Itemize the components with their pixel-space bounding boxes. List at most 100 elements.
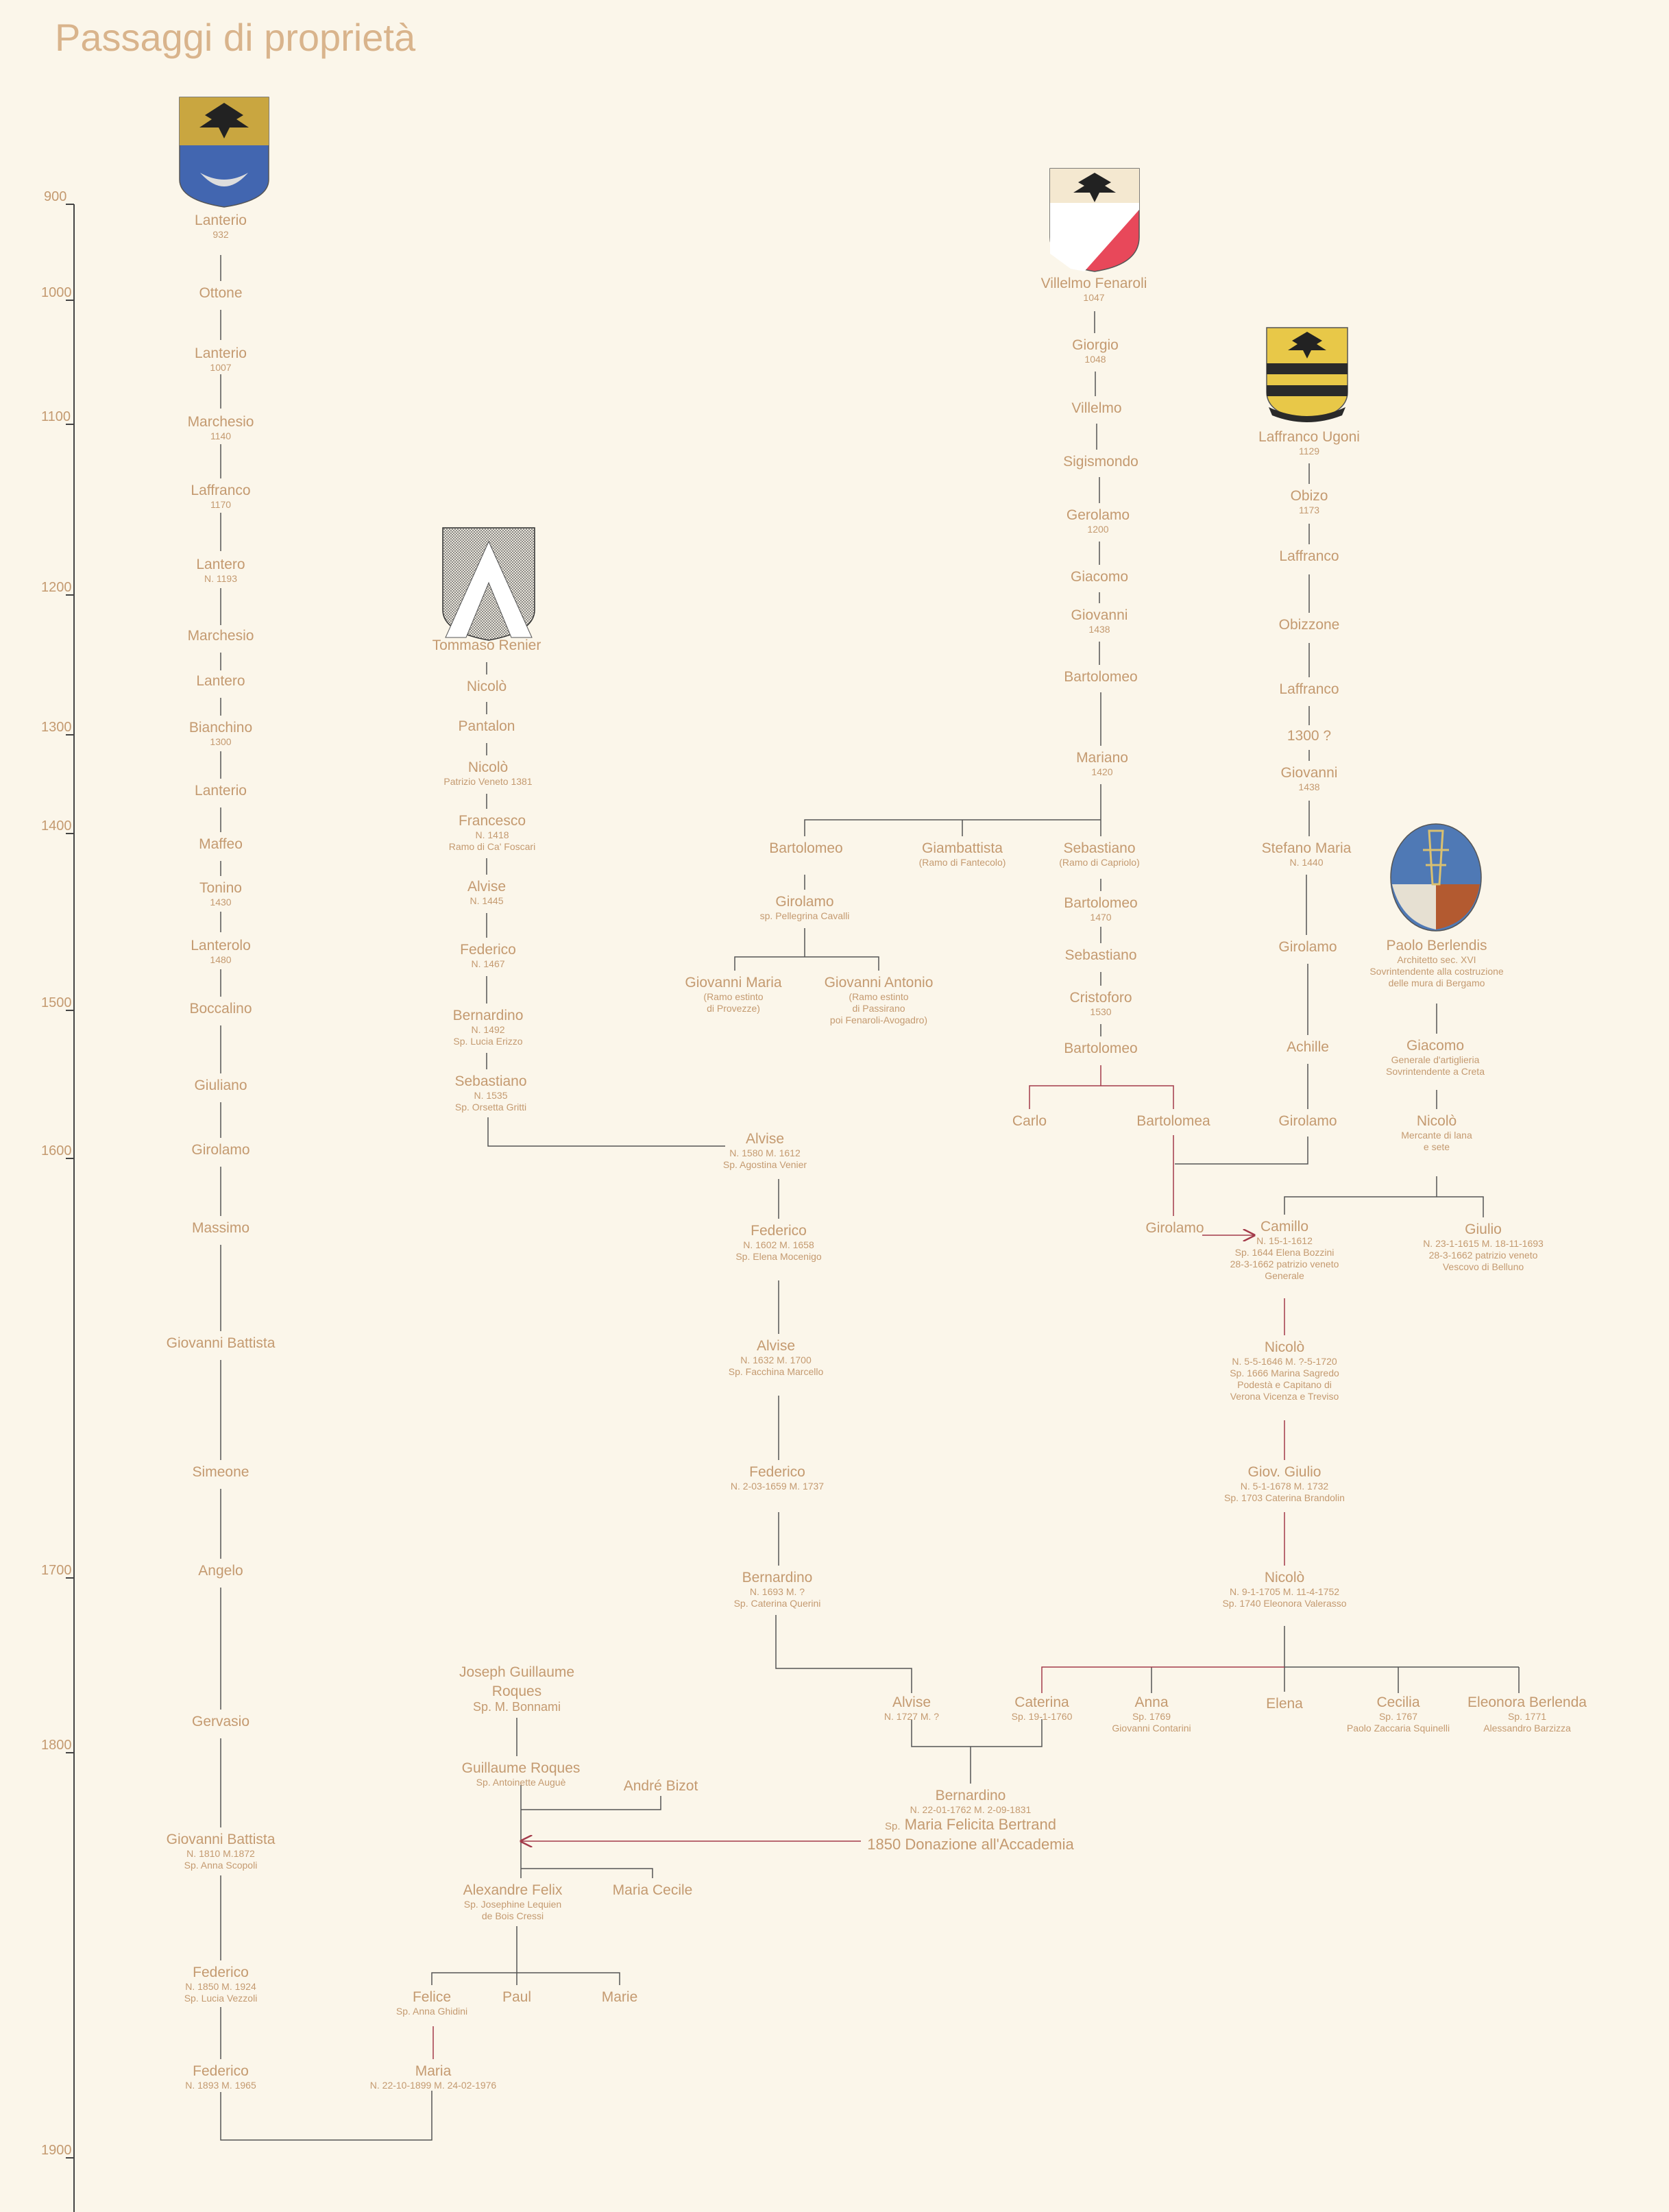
person-detail: Ramo di Ca' Foscari (448, 841, 536, 852)
person-name: Girolamo (191, 1142, 250, 1158)
timeline-year-900: 900 (44, 189, 67, 204)
crest-renier (442, 527, 535, 641)
person-name: Federico (193, 2063, 249, 2079)
person-boccalino: Boccalino (189, 1001, 252, 1017)
person-tommaso: Tommaso Renier (433, 637, 541, 654)
person-bartolomeo_f3: Bartolomeo 1470 (1064, 895, 1137, 923)
person-detail: Sp. Lucia Erizzo (453, 1036, 523, 1047)
person-paolo_b: Paolo Berlendis Architetto sec. XVI Sovrin… (1369, 938, 1503, 989)
person-name: Giacomo (1406, 1038, 1465, 1054)
person-name: Lantero (196, 673, 245, 689)
person-marie: Marie (602, 1989, 638, 2006)
person-detail: Sp. 1769 (1132, 1711, 1171, 1722)
person-name: Elena (1266, 1696, 1303, 1712)
person-name: Giovanni Antonio (824, 975, 934, 990)
person-girolamo_f1: Girolamo sp. Pellegrina Cavalli (760, 894, 850, 922)
person-detail: Roques (491, 1684, 542, 1699)
person-name: Camillo (1260, 1219, 1308, 1235)
crest-lanterio (179, 97, 269, 208)
person-laffranco_u3: Laffranco (1279, 681, 1339, 698)
person-name: Laffranco (191, 483, 251, 498)
person-nicolo_r1: Nicolò (467, 679, 507, 695)
person-name: Gerolamo (1066, 507, 1130, 523)
person-sebastiano_f: Sebastiano (Ramo di Capriolo) (1059, 840, 1139, 868)
person-detail: Sp. Anna Scopoli (184, 1860, 258, 1871)
person-giovanni_u: Giovanni 1438 (1281, 765, 1338, 793)
person-detail: Generale (1265, 1270, 1304, 1281)
person-name: Villelmo (1071, 400, 1122, 416)
person-bartolomeo_f4: Bartolomeo (1064, 1041, 1137, 1057)
spouse-name: Maria Felicita Bertrand (904, 1816, 1056, 1833)
person-name: Cristoforo (1069, 990, 1132, 1006)
person-federico_l2: Federico N. 1893 M. 1965 (185, 2063, 256, 2091)
person-name: Felice (412, 1989, 452, 2005)
person-name: Alvise (892, 1694, 931, 1710)
person-giuliano: Giuliano (194, 1078, 247, 1094)
person-name: Maria Cecile (612, 1882, 693, 1898)
person-detail: Sp. 1703 Caterina Brandolin (1224, 1492, 1345, 1503)
person-name: Bernardino (935, 1788, 1006, 1803)
person-nicolo_b: Nicolò Mercante di lana e sete (1401, 1113, 1472, 1153)
person-bernardino_v1: Bernardino N. 1693 M. ? Sp. Caterina Queri… (734, 1570, 821, 1609)
person-detail: N. 1893 M. 1965 (185, 2080, 256, 2091)
person-nicolo_c1: Nicolò N. 5-5-1646 M. ?-5-1720 Sp. 1666 Ma… (1230, 1339, 1339, 1402)
person-name: Angelo (198, 1563, 243, 1579)
person-detail: N. 1535 (474, 1090, 508, 1101)
person-alvise_v3: Alvise N. 1727 M. ? (884, 1694, 939, 1723)
person-lanterio1: Lanterio 932 (195, 212, 247, 241)
person-nicolo_r2: Nicolò Patrizio Veneto 1381 (443, 759, 532, 788)
person-detail: N. 15-1-1612 (1256, 1235, 1313, 1246)
person-name: André Bizot (623, 1778, 698, 1794)
person-detail: Alessandro Barzizza (1483, 1723, 1571, 1734)
person-detail: (Ramo estinto (849, 991, 909, 1002)
person-name: Bartolomea (1136, 1113, 1210, 1129)
person-name: Federico (193, 1965, 249, 1980)
person-giovbatt1: Giovanni Battista (167, 1335, 276, 1352)
person-bartolomea: Bartolomea (1136, 1113, 1210, 1130)
person-nicolo_c2: Nicolò N. 9-1-1705 M. 11-4-1752 Sp. 1740 E… (1222, 1570, 1346, 1609)
person-name: Sebastiano (1063, 840, 1136, 856)
person-detail: Sp. 19-1-1760 (1011, 1711, 1073, 1722)
person-detail: N. 1193 (204, 573, 237, 584)
person-name: Achille (1287, 1039, 1329, 1055)
person-name: Giorgio (1072, 337, 1119, 353)
person-bartolomeo_f2: Bartolomeo (769, 840, 842, 857)
person-name: Mariano (1076, 750, 1128, 766)
person-paul: Paul (502, 1989, 531, 2006)
person-detail: Sp. Agostina Venier (722, 1159, 807, 1170)
person-detail: Sp. Caterina Querini (733, 1598, 821, 1609)
person-detail: N. 1580 M. 1612 (729, 1147, 801, 1158)
person-giov_maria: Giovanni Maria (Ramo estinto di Provezze) (685, 975, 781, 1014)
person-gervasio: Gervasio (192, 1714, 249, 1730)
person-name: Francesco (458, 813, 526, 829)
person-detail: Verona Vicenza e Treviso (1230, 1391, 1339, 1402)
person-eleonora: Eleonora Berlenda Sp. 1771 Alessandro Barz… (1467, 1694, 1587, 1734)
person-name: Marchesio (187, 628, 254, 644)
person-name: Laffranco (1279, 681, 1339, 697)
person-detail: N. 1445 (470, 895, 504, 906)
person-name: Massimo (191, 1220, 250, 1236)
lines-dark (220, 255, 1520, 2141)
person-detail: 1480 (210, 954, 232, 965)
person-giacomo_f: Giacomo (1071, 569, 1128, 585)
person-giovbatt2: Giovanni Battista N. 1810 M.1872 Sp. Anna … (167, 1832, 276, 1871)
person-detail: 1170 (210, 499, 232, 510)
person-detail: N. 1467 (471, 958, 505, 969)
person-detail: 1140 (210, 430, 232, 441)
person-detail: Sp. 1740 Eleonora Valerasso (1222, 1598, 1347, 1609)
person-carlo: Carlo (1012, 1113, 1047, 1130)
person-name: Giovanni (1071, 607, 1128, 623)
person-gerolamo_f: Gerolamo 1200 (1067, 507, 1130, 535)
person-marchesio1: Marchesio 1140 (188, 414, 254, 442)
person-caterina: Caterina Sp. 19-1-1760 (1012, 1694, 1073, 1723)
person-name: Laffranco (1279, 548, 1339, 564)
person-name: 1300 ? (1287, 728, 1332, 744)
person-tonino: Tonino 1430 (199, 880, 242, 908)
person-detail: delle mura di Bergamo (1388, 977, 1485, 988)
person-detail: Generale d'artiglieria (1391, 1054, 1480, 1065)
person-name: Girolamo (1278, 1113, 1337, 1129)
timeline-year-1200: 1200 (41, 580, 72, 595)
person-name: Caterina (1014, 1694, 1069, 1710)
person-detail: di Provezze) (707, 1003, 760, 1014)
